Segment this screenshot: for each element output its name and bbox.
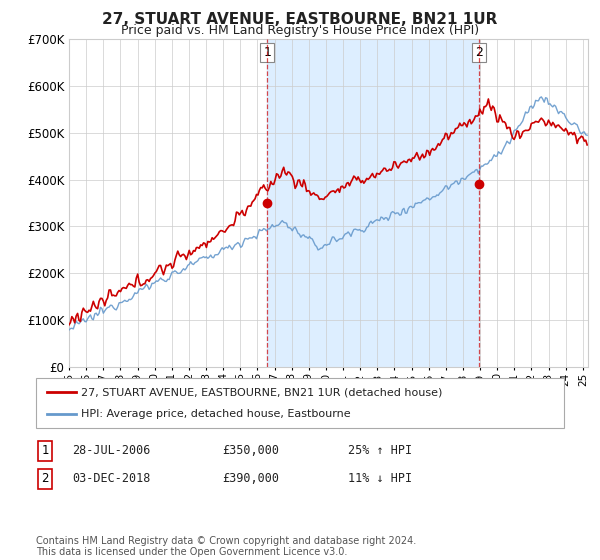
FancyBboxPatch shape xyxy=(36,378,564,428)
Bar xyxy=(267,39,479,367)
Text: 25% ↑ HPI: 25% ↑ HPI xyxy=(348,444,412,458)
Text: Contains HM Land Registry data © Crown copyright and database right 2024.
This d: Contains HM Land Registry data © Crown c… xyxy=(36,535,416,557)
Text: 27, STUART AVENUE, EASTBOURNE, BN21 1UR (detached house): 27, STUART AVENUE, EASTBOURNE, BN21 1UR … xyxy=(81,387,442,397)
Text: 27, STUART AVENUE, EASTBOURNE, BN21 1UR: 27, STUART AVENUE, EASTBOURNE, BN21 1UR xyxy=(103,12,497,27)
Text: 28-JUL-2006: 28-JUL-2006 xyxy=(72,444,151,458)
Text: 1: 1 xyxy=(263,46,271,59)
Text: 1: 1 xyxy=(41,444,49,458)
Text: HPI: Average price, detached house, Eastbourne: HPI: Average price, detached house, East… xyxy=(81,409,350,419)
Text: Price paid vs. HM Land Registry's House Price Index (HPI): Price paid vs. HM Land Registry's House … xyxy=(121,24,479,37)
Text: 03-DEC-2018: 03-DEC-2018 xyxy=(72,472,151,486)
Text: £350,000: £350,000 xyxy=(222,444,279,458)
Text: £390,000: £390,000 xyxy=(222,472,279,486)
Text: 2: 2 xyxy=(41,472,49,486)
Text: 11% ↓ HPI: 11% ↓ HPI xyxy=(348,472,412,486)
Text: 2: 2 xyxy=(475,46,482,59)
